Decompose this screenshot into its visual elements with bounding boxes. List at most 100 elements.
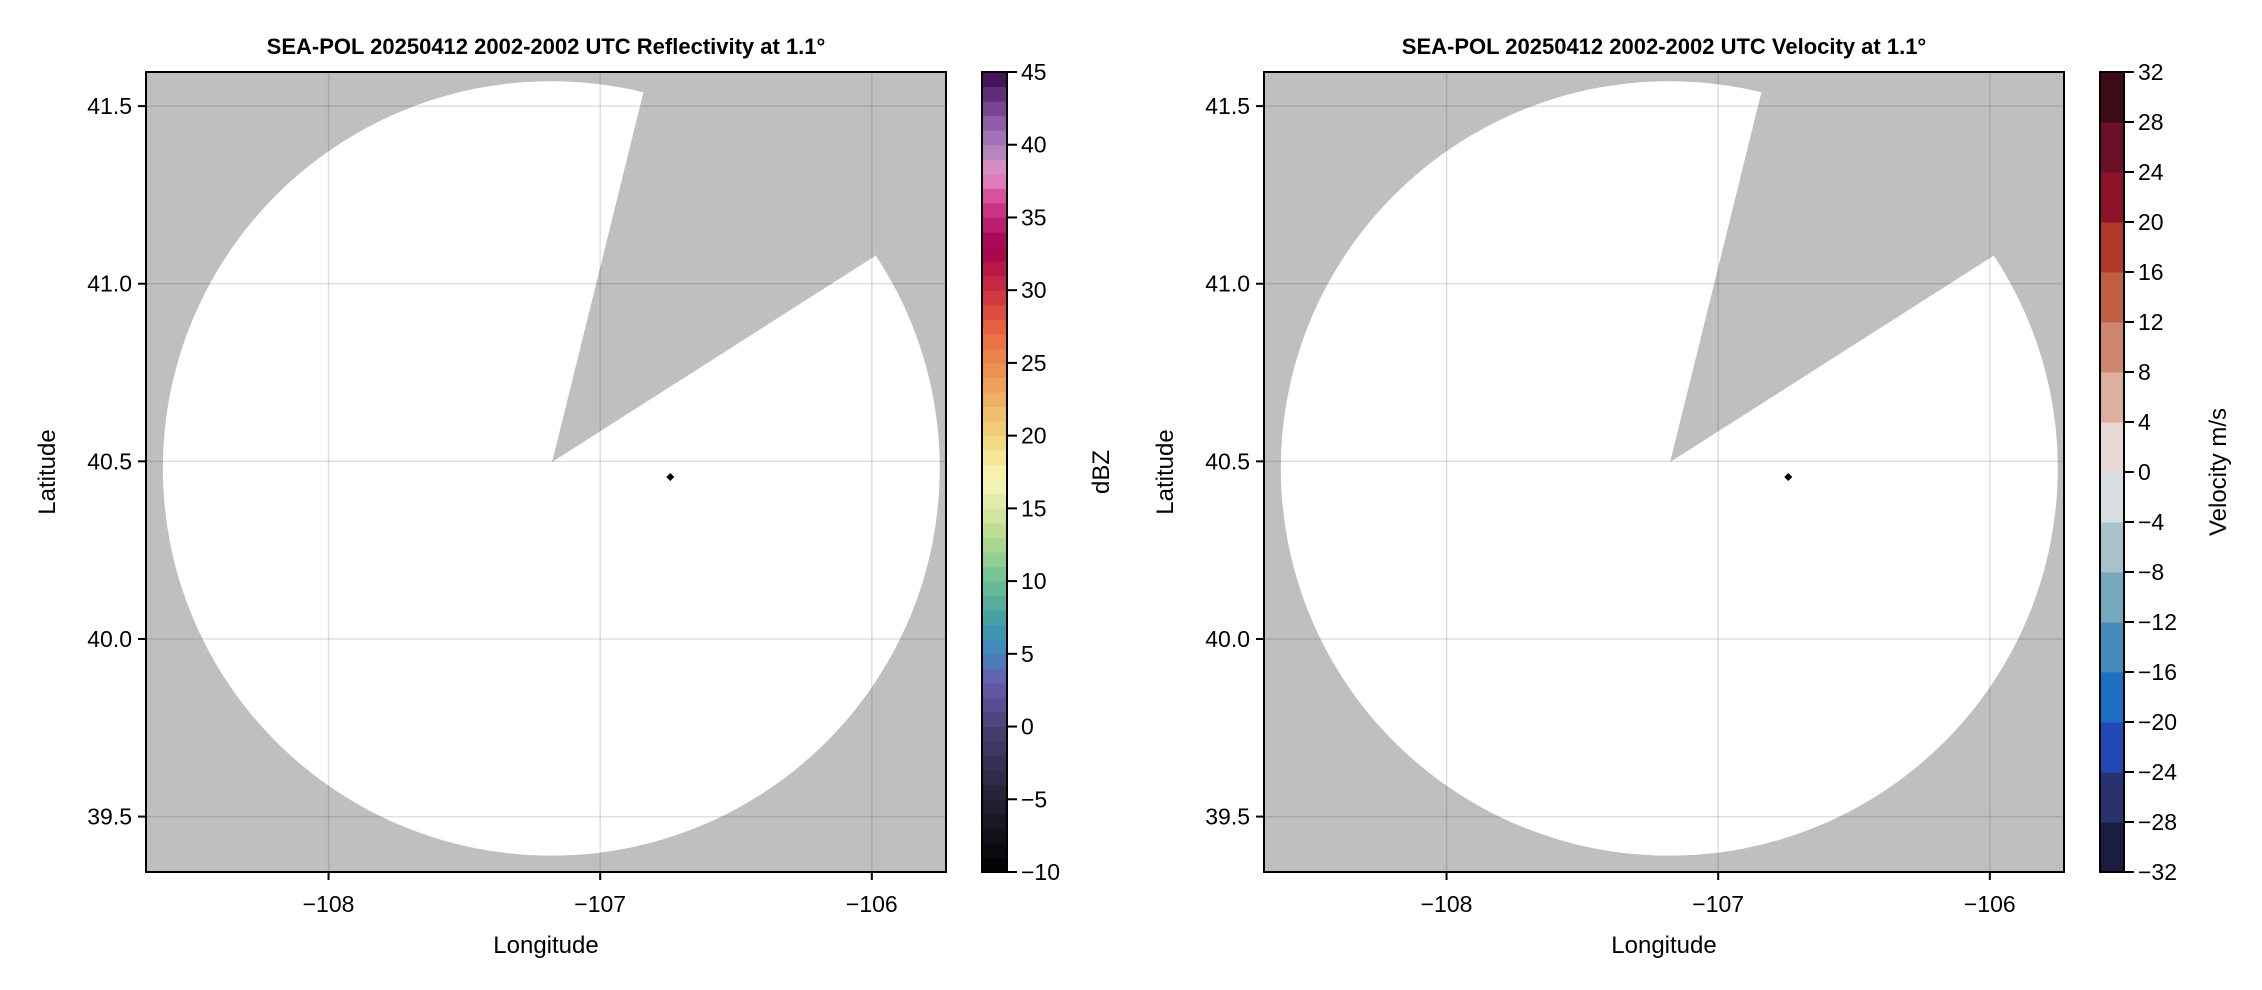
colorbar-band [982, 682, 1007, 698]
colorbar-band [2100, 622, 2124, 673]
colorbar-band [982, 784, 1007, 800]
colorbar-band [982, 668, 1007, 684]
colorbar-band [2100, 272, 2124, 323]
colorbar-tick-label: 5 [1021, 641, 1034, 667]
y-tick-label: 41.0 [87, 271, 132, 297]
colorbar-band [982, 333, 1007, 349]
colorbar-band [982, 639, 1007, 655]
x-tick-label: −107 [1692, 891, 1744, 917]
colorbar-band [982, 770, 1007, 786]
chart-title: SEA-POL 20250412 2002-2002 UTC Velocity … [1402, 34, 1926, 59]
colorbar-band [2100, 372, 2124, 423]
colorbar-band [982, 842, 1007, 858]
colorbar-band [982, 173, 1007, 189]
y-tick-label: 39.5 [87, 804, 132, 830]
colorbar-tick-label: 0 [2138, 459, 2151, 485]
colorbar-tick-label: 0 [1021, 714, 1034, 740]
colorbar-tick-label: 40 [1021, 132, 1047, 158]
colorbar-tick-label: 32 [2138, 59, 2164, 85]
colorbar-band [982, 232, 1007, 248]
colorbar-band [982, 421, 1007, 437]
colorbar-band [982, 697, 1007, 713]
blocked-sector [552, 72, 946, 463]
colorbar-band [982, 377, 1007, 393]
colorbar-band [982, 828, 1007, 844]
colorbar-band [982, 508, 1007, 524]
colorbar-band [982, 857, 1007, 873]
colorbar-tick-label: 30 [1021, 277, 1047, 303]
colorbar-band [982, 755, 1007, 771]
y-tick-label: 39.5 [1205, 804, 1250, 830]
blocked-sector [1670, 72, 2064, 463]
y-axis-label: Latitude [1152, 429, 1179, 514]
colorbar-band [982, 493, 1007, 509]
colorbar-band [982, 479, 1007, 495]
colorbar-band [2100, 172, 2124, 223]
colorbar-band [982, 581, 1007, 597]
colorbar-band [982, 159, 1007, 175]
colorbar-band [982, 246, 1007, 262]
colorbar-tick-label: −8 [2138, 559, 2164, 585]
colorbar-tick-label: 4 [2138, 409, 2151, 435]
colorbar-tick-label: 28 [2138, 109, 2164, 135]
colorbar-tick-label: −4 [2138, 509, 2164, 535]
colorbar-tick-label: −20 [2138, 709, 2177, 735]
colorbar-tick-label: 16 [2138, 259, 2164, 285]
colorbar-band [982, 595, 1007, 611]
colorbar-tick-label: 20 [2138, 209, 2164, 235]
colorbar-tick-label: −16 [2138, 659, 2177, 685]
y-tick-label: 40.0 [87, 626, 132, 652]
colorbar-band [2100, 472, 2124, 523]
colorbar-tick-label: 35 [1021, 204, 1047, 230]
radar-location-marker [1784, 472, 1793, 481]
colorbar-tick-label: 25 [1021, 350, 1047, 376]
colorbar-band [982, 522, 1007, 538]
colorbar-band [982, 319, 1007, 335]
y-tick-label: 40.0 [1205, 626, 1250, 652]
colorbar-frame [981, 71, 1008, 873]
colorbar-band [982, 406, 1007, 422]
colorbar-band [982, 261, 1007, 277]
colorbar-tick-label: 12 [2138, 309, 2164, 335]
colorbar-tick-label: 24 [2138, 159, 2164, 185]
colorbar: −10 −5 0 5 10 15 20 25 30 35 40 45 dBZ [981, 59, 1115, 885]
colorbar-band [982, 202, 1007, 218]
colorbar-band [982, 653, 1007, 669]
colorbar-band [2100, 222, 2124, 273]
colorbar-band [982, 348, 1007, 364]
colorbar-tick-label: 45 [1021, 59, 1047, 85]
colorbar-tick-label: −5 [1021, 786, 1047, 812]
colorbar-band [2100, 72, 2124, 123]
colorbar-band [982, 115, 1007, 131]
colorbar-band [982, 712, 1007, 728]
y-tick-label: 41.0 [1205, 271, 1250, 297]
colorbar-band [2100, 422, 2124, 473]
colorbar-band [982, 566, 1007, 582]
colorbar-band [2100, 122, 2124, 173]
x-axis-label: Longitude [493, 932, 598, 959]
plot-area [1264, 72, 2064, 872]
colorbar-tick-label: −24 [2138, 759, 2177, 785]
colorbar-band [2100, 822, 2124, 873]
y-axis-label: Latitude [34, 429, 61, 514]
reflectivity-panel: −108 −107 −106 39.5 40.0 40.5 41.0 41.5 SEA-POL … [34, 34, 1115, 959]
colorbar-band [982, 86, 1007, 102]
chart-title: SEA-POL 20250412 2002-2002 UTC Reflectiv… [267, 34, 826, 59]
colorbar-band [982, 450, 1007, 466]
colorbar-tick-label: −32 [2138, 859, 2177, 885]
velocity-panel: −108 −107 −106 39.5 40.0 40.5 41.0 41.5 SEA-POL … [1152, 34, 2232, 959]
colorbar-band [982, 72, 1007, 88]
colorbar-tick-label: −10 [1021, 859, 1060, 885]
colorbar-tick-label: −12 [2138, 609, 2177, 635]
colorbar-band [982, 290, 1007, 306]
colorbar-band [982, 101, 1007, 117]
colorbar: −32 −28 −24 −20 −16 −12 −8 −4 0 4 8 12 16 20 24 28 32 Vel… [2099, 59, 2232, 885]
colorbar-band [982, 392, 1007, 408]
colorbar-band [2100, 722, 2124, 773]
colorbar-band [982, 610, 1007, 626]
colorbar-band [982, 304, 1007, 320]
colorbar-tick-label: 15 [1021, 495, 1047, 521]
colorbar-tick-label: 10 [1021, 568, 1047, 594]
colorbar-band [982, 726, 1007, 742]
